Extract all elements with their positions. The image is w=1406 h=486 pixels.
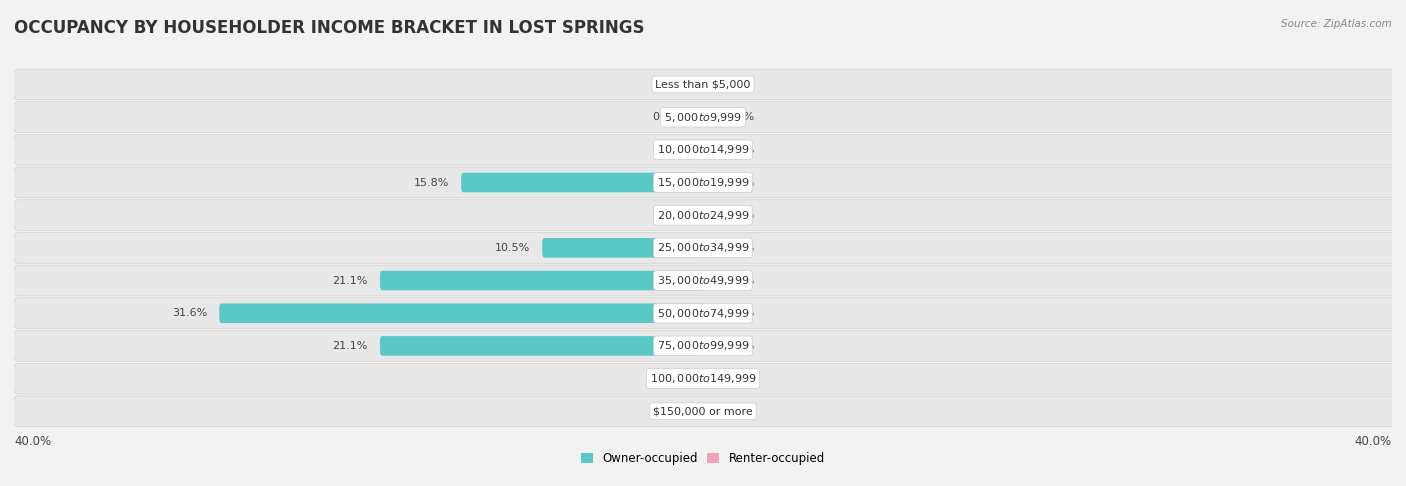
- FancyBboxPatch shape: [13, 298, 1406, 329]
- Text: $15,000 to $19,999: $15,000 to $19,999: [657, 176, 749, 189]
- Text: 0.0%: 0.0%: [725, 80, 754, 89]
- Text: $50,000 to $74,999: $50,000 to $74,999: [657, 307, 749, 320]
- FancyBboxPatch shape: [13, 330, 1406, 361]
- Text: $20,000 to $24,999: $20,000 to $24,999: [657, 208, 749, 222]
- Text: 0.0%: 0.0%: [725, 374, 754, 383]
- FancyBboxPatch shape: [13, 102, 1406, 133]
- FancyBboxPatch shape: [219, 303, 703, 323]
- Text: $75,000 to $99,999: $75,000 to $99,999: [657, 339, 749, 352]
- Text: 0.0%: 0.0%: [725, 210, 754, 220]
- Text: 0.0%: 0.0%: [725, 308, 754, 318]
- Text: $100,000 to $149,999: $100,000 to $149,999: [650, 372, 756, 385]
- Text: $10,000 to $14,999: $10,000 to $14,999: [657, 143, 749, 156]
- FancyBboxPatch shape: [461, 173, 703, 192]
- Text: 40.0%: 40.0%: [14, 435, 51, 448]
- Text: 0.0%: 0.0%: [725, 145, 754, 155]
- Text: $35,000 to $49,999: $35,000 to $49,999: [657, 274, 749, 287]
- Text: 21.1%: 21.1%: [332, 276, 368, 286]
- FancyBboxPatch shape: [380, 271, 703, 290]
- FancyBboxPatch shape: [13, 69, 1406, 100]
- Text: 0.0%: 0.0%: [652, 374, 681, 383]
- Text: 0.0%: 0.0%: [725, 341, 754, 351]
- Text: 0.0%: 0.0%: [725, 177, 754, 188]
- Text: 0.0%: 0.0%: [652, 112, 681, 122]
- Text: Less than $5,000: Less than $5,000: [655, 80, 751, 89]
- Text: 0.0%: 0.0%: [652, 210, 681, 220]
- FancyBboxPatch shape: [543, 238, 703, 258]
- Text: 15.8%: 15.8%: [413, 177, 449, 188]
- FancyBboxPatch shape: [13, 135, 1406, 165]
- Text: 0.0%: 0.0%: [725, 112, 754, 122]
- Text: 0.0%: 0.0%: [652, 80, 681, 89]
- Text: 31.6%: 31.6%: [172, 308, 207, 318]
- FancyBboxPatch shape: [13, 265, 1406, 296]
- FancyBboxPatch shape: [13, 396, 1406, 427]
- Text: 21.1%: 21.1%: [332, 341, 368, 351]
- FancyBboxPatch shape: [380, 336, 703, 356]
- FancyBboxPatch shape: [13, 167, 1406, 198]
- FancyBboxPatch shape: [13, 363, 1406, 394]
- Text: Source: ZipAtlas.com: Source: ZipAtlas.com: [1281, 19, 1392, 30]
- Text: 0.0%: 0.0%: [725, 406, 754, 416]
- Text: 10.5%: 10.5%: [495, 243, 530, 253]
- Text: OCCUPANCY BY HOUSEHOLDER INCOME BRACKET IN LOST SPRINGS: OCCUPANCY BY HOUSEHOLDER INCOME BRACKET …: [14, 19, 644, 37]
- Text: $150,000 or more: $150,000 or more: [654, 406, 752, 416]
- Text: 0.0%: 0.0%: [725, 276, 754, 286]
- Text: 0.0%: 0.0%: [652, 145, 681, 155]
- FancyBboxPatch shape: [13, 200, 1406, 230]
- FancyBboxPatch shape: [13, 232, 1406, 263]
- Text: 40.0%: 40.0%: [1355, 435, 1392, 448]
- Text: $25,000 to $34,999: $25,000 to $34,999: [657, 242, 749, 254]
- Legend: Owner-occupied, Renter-occupied: Owner-occupied, Renter-occupied: [576, 447, 830, 469]
- Text: 0.0%: 0.0%: [652, 406, 681, 416]
- Text: 0.0%: 0.0%: [725, 243, 754, 253]
- Text: $5,000 to $9,999: $5,000 to $9,999: [664, 111, 742, 123]
